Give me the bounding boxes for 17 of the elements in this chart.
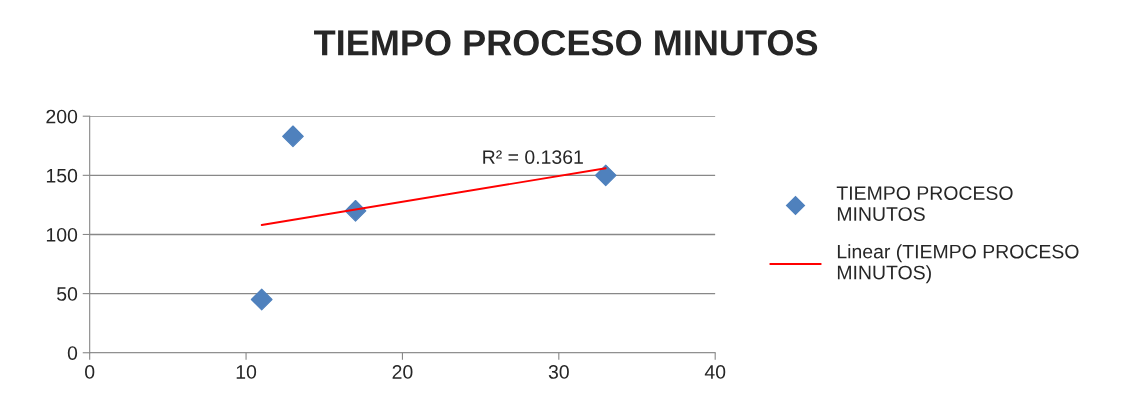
chart-title: TIEMPO PROCESO MINUTOS (314, 30, 818, 56)
y-tick-label: 150 (46, 168, 78, 183)
y-tick-label: 50 (57, 287, 78, 301)
x-tick-label: 10 (236, 365, 257, 379)
y-tick-label: 100 (46, 227, 78, 242)
x-tick-label: 0 (85, 365, 95, 379)
x-tick-label: 40 (704, 365, 726, 379)
y-tick-label: 200 (46, 109, 78, 124)
legend-label: TIEMPO PROCESO MINUTOS (836, 186, 1013, 221)
point (594, 164, 617, 187)
legend-label: Linear (TIEMPO PROCESO MINUTOS) (837, 244, 1079, 284)
point (250, 288, 273, 311)
point (282, 125, 304, 148)
y-tick-label: 0 (67, 346, 78, 360)
annotation: R² = 0.1361 (483, 150, 583, 164)
x-tick-label: 20 (392, 365, 413, 379)
x-tick-label: 30 (548, 365, 569, 379)
